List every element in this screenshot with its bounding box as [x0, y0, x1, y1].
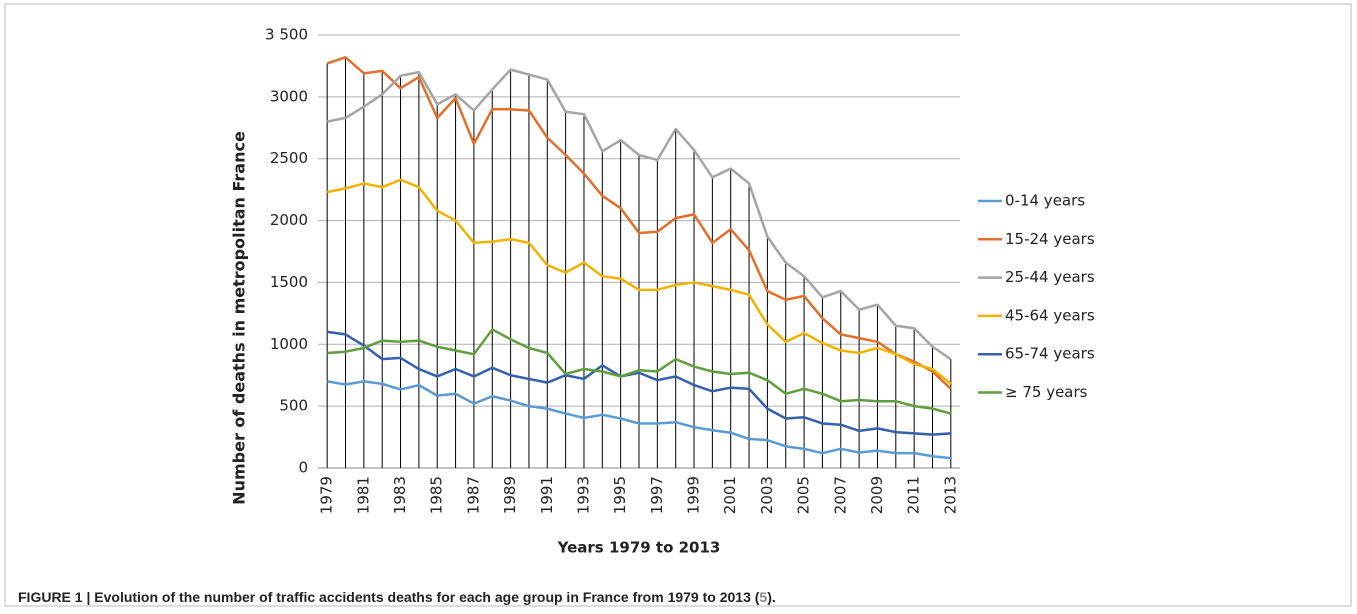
legend-label: ≥ 75 years: [1005, 383, 1088, 401]
y-tick-label: 1000: [270, 335, 308, 353]
x-tick-label: 2003: [758, 476, 776, 514]
y-tick-label: 3 500: [265, 26, 308, 44]
y-tick-label: 2000: [270, 211, 308, 229]
x-tick-label: 1979: [318, 476, 336, 514]
caption: FIGURE 1 | Evolution of the number of tr…: [18, 589, 776, 605]
x-tick-label: 1981: [354, 476, 372, 514]
caption-ref[interactable]: 5: [759, 589, 767, 605]
caption-label: FIGURE 1 |: [18, 589, 90, 605]
legend-label: 15-24 years: [1005, 230, 1095, 248]
y-axis-title: Number of deaths in metropolitan France: [230, 131, 249, 505]
y-tick-label: 1500: [270, 273, 308, 291]
x-tick-label: 1995: [611, 476, 629, 514]
y-tick-label: 0: [298, 459, 308, 477]
x-tick-label: 1989: [501, 476, 519, 514]
series-line: [327, 330, 951, 436]
x-tick-label: 1985: [428, 476, 446, 514]
y-tick-label: 2500: [270, 149, 308, 167]
series-line: [326, 178, 952, 385]
x-tick-label: 1991: [538, 476, 556, 514]
x-tick-label: 2007: [831, 476, 849, 514]
caption-text: Evolution of the number of traffic accid…: [90, 589, 759, 605]
x-tick-label: 1993: [574, 476, 592, 514]
legend-label: 45-64 years: [1005, 306, 1095, 324]
x-tick-label: 2005: [795, 476, 813, 514]
x-axis-title: Years 1979 to 2013: [557, 539, 721, 557]
y-tick-label: 500: [279, 397, 308, 415]
series-line: [326, 68, 952, 361]
x-tick-label: 2009: [868, 476, 886, 514]
x-tick-label: 2013: [941, 476, 959, 514]
caption-end: ).: [767, 589, 776, 605]
x-tick-label: 2001: [721, 476, 739, 514]
legend-label: 0-14 years: [1005, 192, 1085, 210]
figure-frame: [4, 3, 1352, 607]
legend-label: 65-74 years: [1005, 345, 1095, 363]
series-line: [327, 328, 952, 415]
legend-label: 25-44 years: [1005, 268, 1095, 286]
x-tick-label: 1997: [648, 476, 666, 514]
y-tick-label: 3000: [270, 87, 308, 105]
x-tick-label: 1999: [685, 476, 703, 514]
series-line: [326, 56, 952, 390]
x-tick-label: 1983: [391, 476, 409, 514]
x-tick-label: 1987: [464, 476, 482, 514]
x-tick-label: 2011: [905, 476, 923, 514]
series-line: [326, 380, 951, 460]
